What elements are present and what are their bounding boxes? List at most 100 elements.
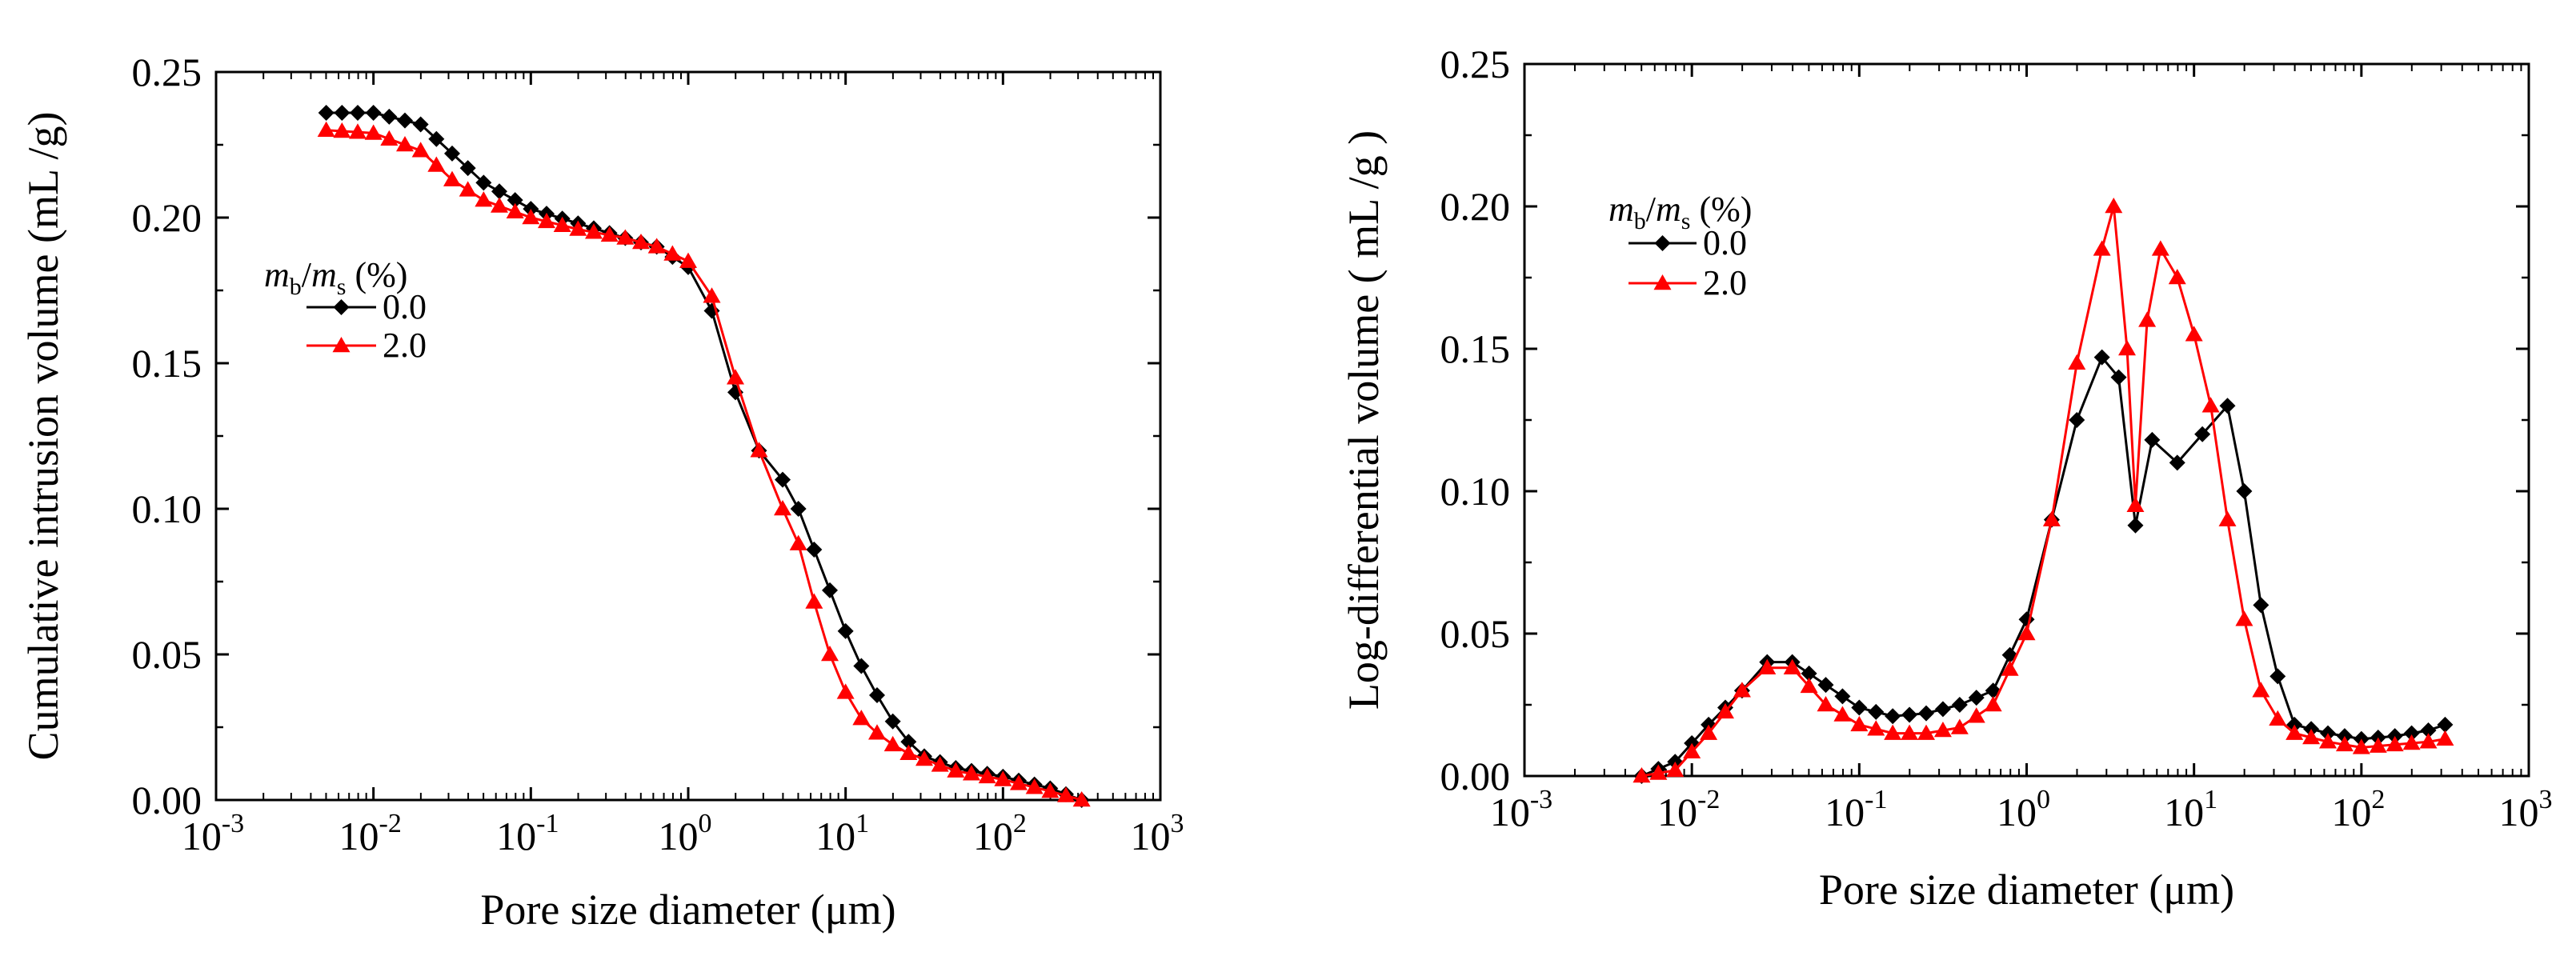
data-point <box>1801 665 1817 682</box>
data-point <box>2118 340 2136 356</box>
data-point <box>2437 716 2454 733</box>
data-point <box>1783 658 1801 674</box>
data-point <box>2105 198 2123 214</box>
legend-marker <box>1653 274 1672 290</box>
data-point <box>475 174 492 191</box>
data-point <box>1868 703 1885 720</box>
data-point <box>899 744 918 761</box>
data-point <box>1951 697 1968 713</box>
data-point <box>1901 724 1919 740</box>
y-tick-label: 0.00 <box>1440 754 1511 798</box>
data-point <box>2436 730 2454 746</box>
data-point <box>789 534 807 550</box>
x-tick-label: 101 <box>815 809 869 858</box>
series-line <box>1641 206 2446 778</box>
y-tick-label: 0.05 <box>132 632 202 677</box>
x-tick-label: 10-3 <box>182 809 244 858</box>
data-point <box>2194 426 2211 442</box>
data-point <box>915 750 933 766</box>
y-tick-label: 0.10 <box>1440 469 1511 514</box>
data-point <box>2352 738 2370 754</box>
data-point <box>994 770 1012 786</box>
data-point <box>1683 742 1701 758</box>
data-point <box>869 686 885 703</box>
x-tick-label: 102 <box>973 809 1027 858</box>
y-tick-label: 0.20 <box>132 195 202 240</box>
y-tick-label: 0.25 <box>1440 42 1511 86</box>
data-point <box>334 104 351 121</box>
x-tick-label: 101 <box>2164 785 2217 834</box>
legend-marker <box>1654 235 1671 251</box>
data-point <box>852 710 871 726</box>
plot-frame <box>1523 62 2530 778</box>
data-point <box>1901 706 1918 723</box>
data-point <box>2236 483 2253 499</box>
data-point <box>1885 708 1901 725</box>
data-point <box>2069 412 2085 428</box>
data-point <box>444 145 460 162</box>
data-point <box>2386 735 2404 752</box>
data-point <box>790 501 807 517</box>
data-point <box>364 124 383 140</box>
data-point <box>506 202 524 218</box>
data-point <box>727 369 744 385</box>
legend-label: 0.0 <box>1703 223 1747 262</box>
data-point <box>647 238 666 254</box>
data-point <box>1733 682 1751 698</box>
data-point <box>1968 690 1985 706</box>
data-point <box>947 762 965 778</box>
data-point <box>585 223 603 239</box>
data-point <box>427 156 446 172</box>
data-point <box>522 209 540 225</box>
data-point <box>443 170 461 186</box>
data-point <box>1072 791 1091 807</box>
data-point <box>411 142 430 158</box>
data-point <box>459 181 477 197</box>
data-point <box>775 471 791 488</box>
data-point <box>365 104 382 121</box>
data-point <box>1700 724 1718 740</box>
legend-label: 0.0 <box>383 287 427 326</box>
data-point <box>868 724 886 740</box>
y-axis-title: Log-differential volume ( mL /g ) <box>1340 130 1388 710</box>
data-point <box>2126 496 2145 513</box>
data-point <box>317 121 335 138</box>
data-point <box>1934 701 1951 718</box>
data-point <box>806 541 823 558</box>
data-point <box>2219 398 2236 414</box>
x-tick-label: 10-2 <box>339 809 402 858</box>
data-point <box>1917 724 1935 740</box>
data-point <box>2369 737 2387 753</box>
data-point <box>2402 734 2421 750</box>
axis-ticks <box>214 70 1162 802</box>
x-axis-title: Pore size diameter (μm) <box>1819 866 2234 914</box>
legend: mb/ms (%)0.02.0 <box>1608 190 1752 302</box>
series-2.0 <box>317 121 1091 807</box>
data-point <box>1833 706 1852 722</box>
data-point <box>2138 311 2157 327</box>
data-point <box>1057 786 1075 802</box>
data-point <box>2319 733 2337 749</box>
data-point <box>1918 705 1934 722</box>
data-point <box>1884 724 1902 740</box>
data-point <box>459 160 476 177</box>
data-point <box>2185 326 2203 342</box>
series-0.0 <box>1633 349 2454 784</box>
data-point <box>1817 677 1834 694</box>
x-tick-label: 100 <box>659 809 712 858</box>
data-point <box>1950 718 1969 734</box>
legend-marker <box>332 337 351 353</box>
data-point <box>900 734 917 750</box>
y-tick-label: 0.15 <box>132 341 202 386</box>
data-point <box>2169 454 2185 471</box>
legend-title: mb/ms (%) <box>1608 190 1752 234</box>
data-point <box>2093 240 2111 256</box>
data-point <box>1800 677 1818 694</box>
x-tick-label: 10-1 <box>1825 785 1887 834</box>
data-point <box>1010 774 1028 790</box>
series-2.0 <box>1633 198 2454 783</box>
data-point <box>1817 696 1835 712</box>
x-tick-label: 103 <box>1131 809 1184 858</box>
legend: mb/ms (%)0.02.0 <box>264 255 427 365</box>
